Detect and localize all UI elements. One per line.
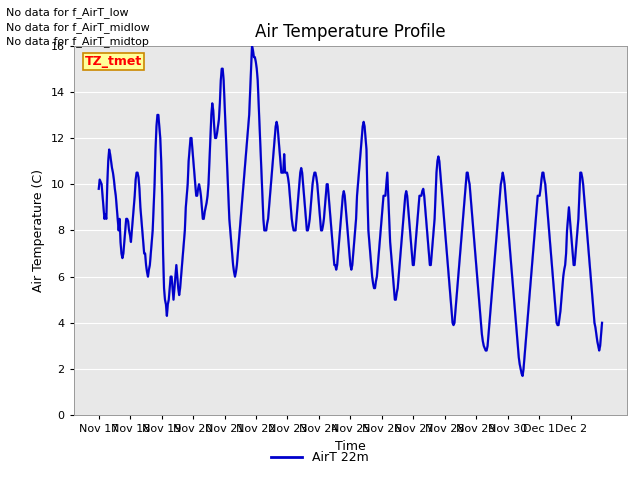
Title: Air Temperature Profile: Air Temperature Profile bbox=[255, 23, 445, 41]
Y-axis label: Air Temperature (C): Air Temperature (C) bbox=[32, 169, 45, 292]
Legend: AirT 22m: AirT 22m bbox=[266, 446, 374, 469]
Text: No data for f_AirT_low: No data for f_AirT_low bbox=[6, 7, 129, 18]
Text: No data for f_AirT_midlow: No data for f_AirT_midlow bbox=[6, 22, 150, 33]
Text: No data for f_AirT_midtop: No data for f_AirT_midtop bbox=[6, 36, 149, 47]
X-axis label: Time: Time bbox=[335, 440, 366, 453]
Text: TZ_tmet: TZ_tmet bbox=[84, 55, 142, 68]
